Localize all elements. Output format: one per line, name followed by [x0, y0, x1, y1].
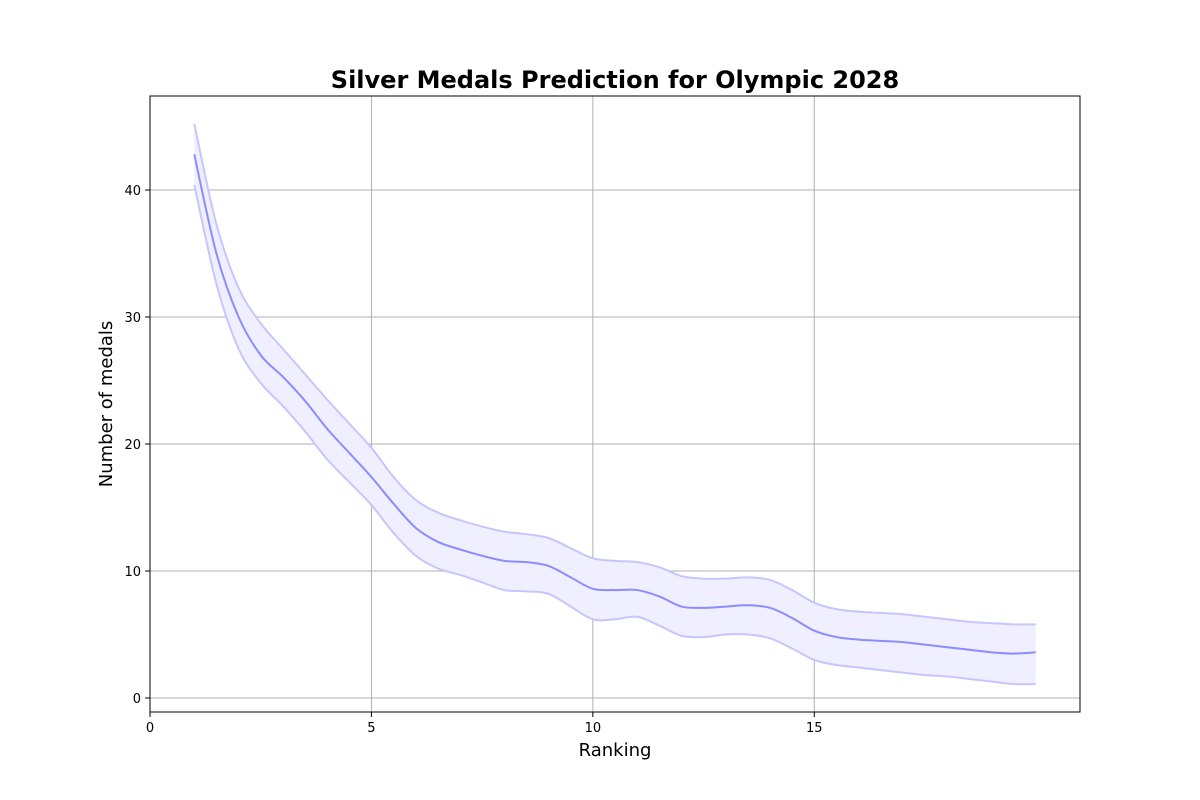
x-tick-label: 5: [367, 721, 375, 736]
lower-bound-line: [193, 184, 1036, 686]
upper-bound-line: [193, 123, 1036, 626]
confidence-band-area: [194, 123, 1036, 685]
prediction-line: [193, 154, 1036, 655]
chart-title: Silver Medals Prediction for Olympic 202…: [331, 66, 899, 94]
x-tick-label: 10: [585, 721, 602, 736]
y-tick-label: 30: [124, 311, 141, 326]
confidence-band: [193, 123, 1036, 686]
y-tick-label: 10: [124, 565, 141, 580]
x-axis-label: Ranking: [579, 740, 652, 761]
axis-ticks: 0 5 10 15 0 10 20 30 40: [124, 184, 822, 736]
y-tick-label: 0: [133, 692, 141, 707]
series-lines: [193, 154, 1036, 655]
y-tick-label: 40: [124, 184, 141, 199]
y-tick-label: 20: [124, 438, 141, 453]
y-axis-label: Number of medals: [96, 321, 117, 488]
x-tick-label: 15: [806, 721, 823, 736]
plot-frame: [149, 95, 1081, 713]
x-tick-label: 0: [146, 721, 154, 736]
